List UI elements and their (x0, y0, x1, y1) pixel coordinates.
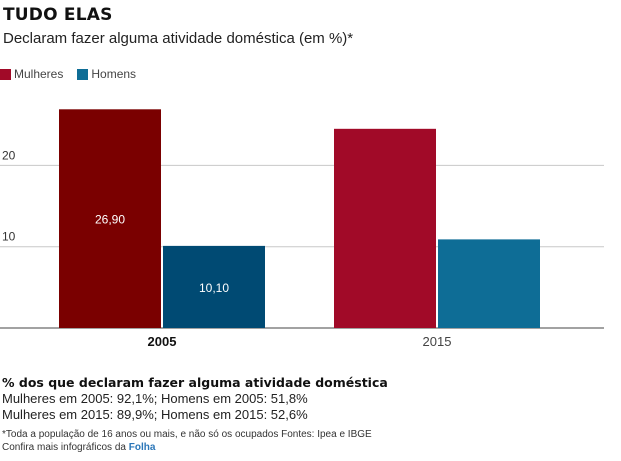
chart-subtitle: Declaram fazer alguma atividade doméstic… (3, 30, 354, 47)
more-infographics-text: Confira mais infográficos da (2, 442, 129, 453)
data-label-homens-2005: 10,10 (199, 281, 229, 295)
x-tick-label-2005: 2005 (148, 334, 177, 349)
y-tick-label: 20 (2, 148, 16, 162)
bar-mulheres-2005 (59, 109, 161, 328)
y-tick-label: 10 (2, 230, 16, 244)
legend-label-mulheres: Mulheres (14, 67, 64, 81)
notes-section: % dos que declaram fazer alguma atividad… (2, 375, 388, 454)
legend-swatch-homens (77, 68, 89, 80)
bar-chart: 10 20 26,90 10,10 2005 2015 (0, 109, 604, 349)
legend-swatch-mulheres (0, 68, 11, 80)
footnote: *Toda a população de 16 anos ou mais, e … (2, 429, 372, 440)
bar-homens-2005 (163, 245, 265, 328)
chart-title: TUDO ELAS (3, 5, 113, 25)
notes-line-2005: Mulheres em 2005: 92,1%; Homens em 2005:… (2, 391, 308, 406)
notes-line-2015: Mulheres em 2015: 89,9%; Homens em 2015:… (2, 407, 308, 422)
data-label-mulheres-2005: 26,90 (95, 213, 125, 227)
x-tick-label-2015: 2015 (423, 334, 452, 349)
folha-link[interactable]: Folha (128, 442, 156, 453)
legend-item-mulheres[interactable]: Mulheres (0, 67, 63, 81)
more-infographics: Confira mais infográficos da Folha (2, 441, 388, 454)
notes-title: % dos que declaram fazer alguma atividad… (2, 375, 388, 390)
bar-mulheres-2015 (334, 128, 436, 328)
legend: Mulheres Homens (0, 67, 150, 81)
legend-label-homens: Homens (91, 67, 137, 81)
legend-item-homens[interactable]: Homens (77, 67, 136, 81)
bar-homens-2015 (438, 239, 540, 328)
